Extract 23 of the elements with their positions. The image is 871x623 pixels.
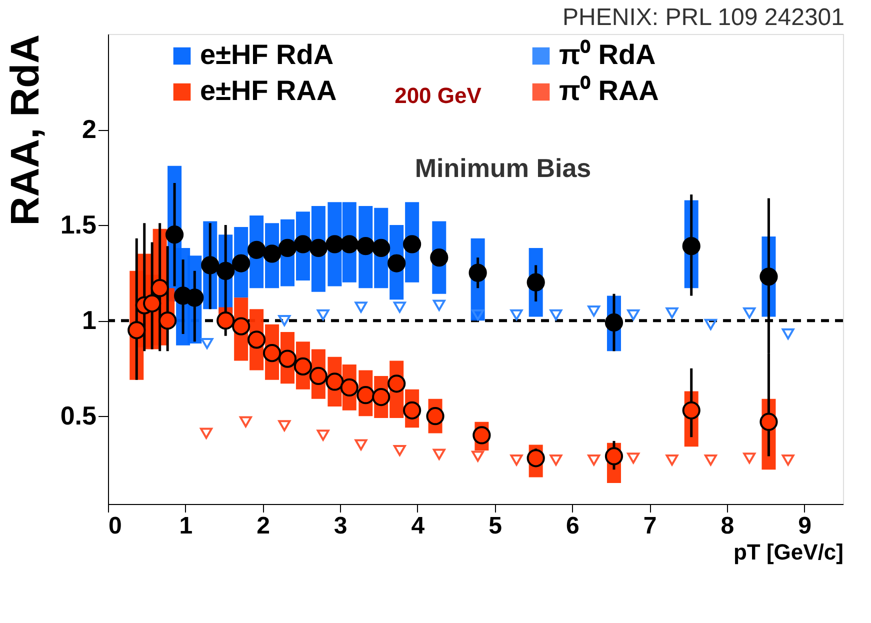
y-tick-label: 1 bbox=[82, 305, 96, 336]
x-tick-label: 3 bbox=[334, 512, 348, 540]
legend-label: e±HF RAA bbox=[200, 75, 337, 106]
x-tick-label: 5 bbox=[488, 512, 502, 540]
y-tick-label: 1.5 bbox=[60, 210, 96, 240]
x-tick-label: 1 bbox=[179, 512, 193, 540]
x-tick-label: 2 bbox=[256, 512, 270, 540]
x-tick-label: 9 bbox=[798, 512, 812, 540]
x-tick-label: 6 bbox=[566, 512, 580, 540]
legend-label: π⁰ RdA bbox=[559, 39, 656, 70]
x-tick-label: 8 bbox=[720, 512, 734, 540]
annotation: Minimum Bias bbox=[414, 153, 592, 183]
x-axis-title: pT [GeV/c] bbox=[733, 540, 844, 564]
chart-title: PHENIX: PRL 109 242301 bbox=[562, 4, 844, 31]
x-tick-label: 0 bbox=[108, 512, 122, 540]
y-axis-title: RAA, RdA bbox=[3, 34, 48, 226]
x-tick-label: 4 bbox=[411, 512, 426, 540]
annotation: 200 GeV bbox=[394, 83, 482, 108]
x-tick-label: 7 bbox=[643, 512, 657, 540]
y-tick-label: 0.5 bbox=[60, 400, 96, 431]
legend-label: π⁰ RAA bbox=[559, 75, 659, 106]
legend-label: e±HF RdA bbox=[200, 39, 334, 70]
y-tick-label: 2 bbox=[82, 114, 96, 144]
